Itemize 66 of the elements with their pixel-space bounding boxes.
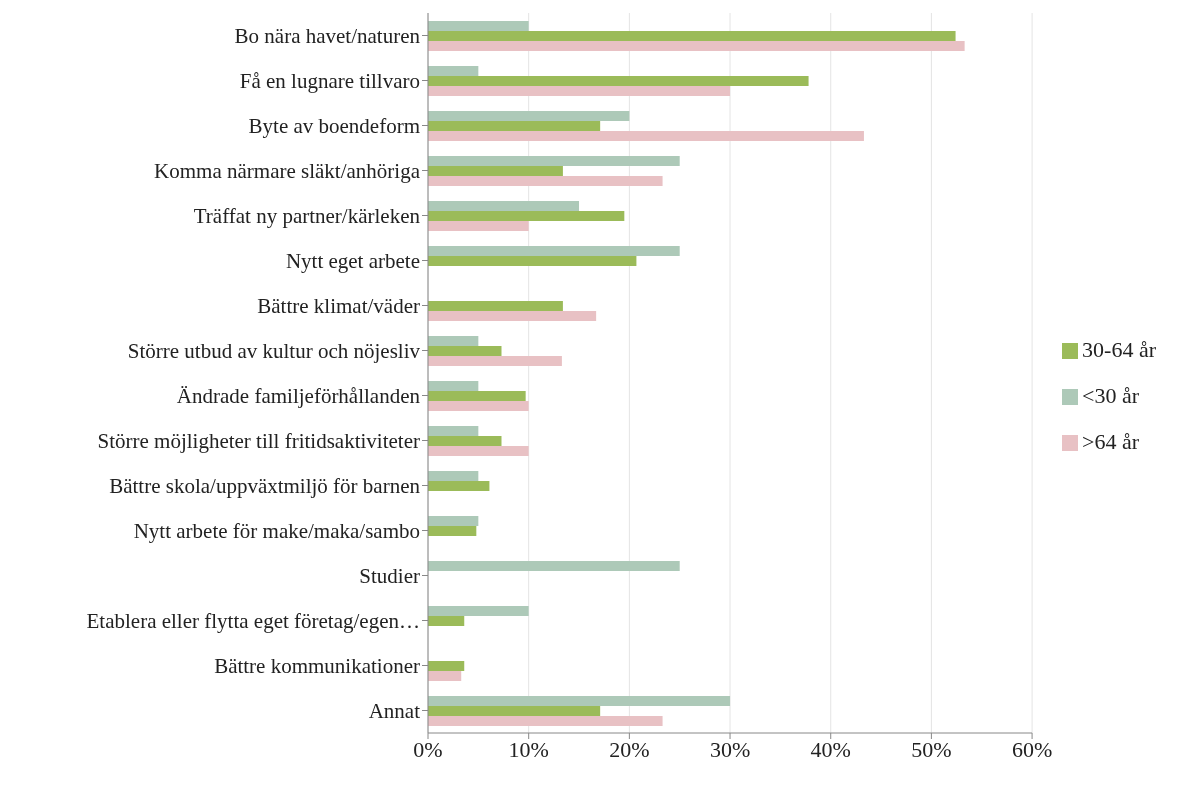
x-tick-label: 60% (1011, 736, 1053, 762)
legend-label: >64 år (1082, 428, 1140, 454)
bar (428, 671, 462, 682)
x-tick-label: 30% (709, 736, 751, 762)
x-tick-label: 0% (413, 736, 443, 762)
x-tick-label: 20% (609, 736, 650, 762)
bar (428, 391, 526, 402)
y-tick-label: Byte av boendeform (248, 113, 420, 138)
bar (428, 356, 562, 367)
x-tick-label: 10% (508, 736, 549, 762)
x-tick-label: 40% (810, 736, 851, 762)
y-tick-label: Bättre skola/uppväxtmiljö för barnen (109, 473, 421, 498)
y-tick-label: Större möjligheter till fritidsaktiviteter (97, 428, 420, 453)
bar (428, 471, 479, 482)
y-tick-label: Nytt arbete för make/maka/sambo (133, 518, 420, 543)
x-tick-label: 50% (911, 736, 952, 762)
bar (428, 401, 529, 412)
bar (428, 516, 479, 527)
bar (428, 76, 809, 87)
bar (428, 131, 864, 142)
bar (428, 526, 477, 537)
bar (428, 176, 663, 187)
y-tick-label: Etablera eller flytta eget företag/egen… (86, 608, 420, 633)
bar (428, 41, 965, 52)
bar (428, 716, 663, 727)
y-tick-label: Annat (368, 698, 421, 723)
y-tick-label: Bättre kommunikationer (214, 653, 420, 678)
bar (428, 86, 731, 97)
bar (428, 706, 601, 717)
bar (428, 446, 529, 457)
bar (428, 166, 563, 177)
bar (428, 436, 502, 447)
bar (428, 381, 479, 392)
bar (428, 31, 956, 42)
bar (428, 561, 680, 572)
bar (428, 346, 502, 357)
bar (428, 111, 630, 122)
bar (428, 201, 580, 212)
bar (428, 481, 490, 492)
bar (428, 696, 731, 707)
bar (428, 246, 680, 257)
bar (428, 311, 597, 322)
bar (428, 661, 465, 672)
bar (428, 221, 529, 232)
y-tick-label: Ändrade familjeförhållanden (176, 383, 421, 408)
bar (428, 66, 479, 77)
y-tick-label: Bättre klimat/väder (257, 293, 420, 318)
bar (428, 121, 601, 132)
bar (428, 616, 465, 627)
y-tick-label: Få en lugnare tillvaro (239, 68, 420, 93)
bar (428, 301, 563, 312)
y-tick-label: Nytt eget arbete (285, 248, 420, 273)
bar (428, 21, 529, 32)
bar (428, 211, 625, 222)
bar (428, 256, 637, 267)
bar (428, 426, 479, 437)
legend-label: <30 år (1082, 382, 1140, 408)
bar (428, 336, 479, 347)
y-tick-label: Träffat ny partner/kärleken (193, 203, 421, 228)
legend-label: 30-64 år (1082, 336, 1156, 362)
y-tick-label: Komma närmare släkt/anhöriga (154, 158, 421, 183)
y-tick-label: Studier (359, 563, 420, 588)
y-tick-label: Bo nära havet/naturen (234, 23, 421, 48)
y-tick-label: Större utbud av kultur och nöjesliv (127, 338, 421, 363)
bar (428, 606, 529, 617)
bar (428, 156, 680, 167)
